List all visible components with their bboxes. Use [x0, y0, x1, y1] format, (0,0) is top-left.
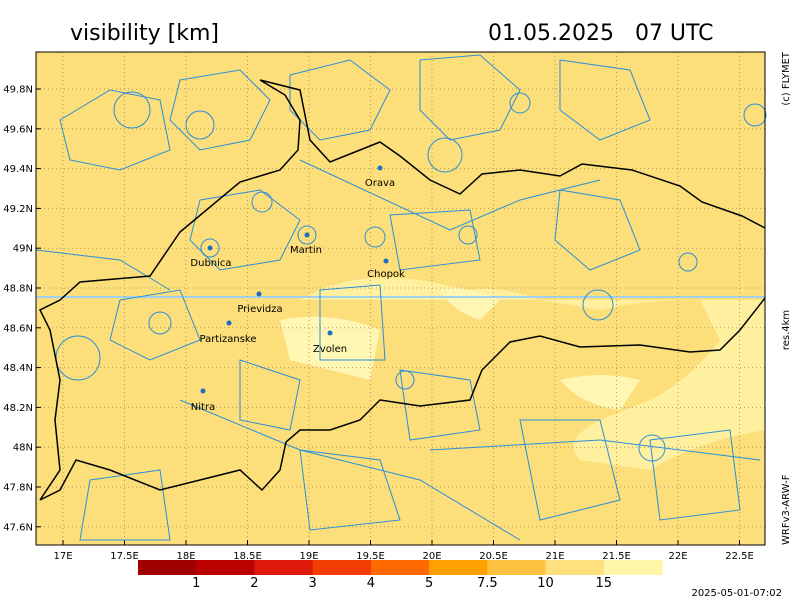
colorbar-label: 3	[309, 576, 317, 591]
lat-label: 49.4N	[3, 164, 33, 175]
lat-label: 48.8N	[3, 284, 33, 295]
city-label: Martin	[290, 245, 322, 256]
city-marker	[383, 258, 389, 264]
lon-label: 22E	[668, 551, 687, 562]
model: WRFv3-ARW-F	[781, 474, 792, 545]
lon-label: 21E	[545, 551, 564, 562]
map-frame	[35, 51, 766, 546]
lat-label: 49N	[13, 244, 33, 255]
grid	[36, 52, 765, 545]
date: 01.05.2025 07 UTC	[488, 21, 714, 46]
lon-label: 19.5E	[356, 551, 385, 562]
city-label: Zvolen	[313, 344, 347, 355]
colorbar-swatch	[370, 560, 430, 575]
colorbar-label: 5	[425, 576, 433, 591]
lat-label: 47.6N	[3, 522, 33, 533]
timestamp: 2025-05-01-07:02	[691, 588, 782, 599]
colorbar-swatch	[545, 560, 605, 575]
lon-label: 18.5E	[233, 551, 262, 562]
city-marker	[304, 232, 310, 238]
lat-label: 47.8N	[3, 483, 33, 494]
city-marker	[207, 245, 213, 251]
map-area: Orava Martin Dubnica Chopok Prievidza Partiza…	[35, 51, 767, 546]
lat-label: 49.8N	[3, 85, 33, 96]
country-border	[38, 79, 766, 501]
lon-label: 22.5E	[725, 551, 754, 562]
colorbar-swatch	[487, 560, 547, 575]
district-lines	[35, 54, 767, 541]
lat-label: 49.6N	[3, 124, 33, 135]
city-label: Prievidza	[237, 304, 282, 315]
city-label: Orava	[365, 178, 395, 189]
colorbar-label: 1	[192, 576, 200, 591]
colorbar-label: 15	[596, 576, 613, 591]
city-label: Chopok	[367, 269, 405, 280]
lon-label: 17E	[53, 551, 72, 562]
city-marker	[226, 320, 232, 326]
colorbar-swatch	[254, 560, 314, 575]
colorbar-swatch	[138, 560, 197, 575]
lighter-area	[300, 277, 765, 470]
city-marker	[256, 291, 262, 297]
lat-label: 48.4N	[3, 363, 33, 374]
colorbar-label: 4	[367, 576, 375, 591]
city-label: Partizanske	[199, 334, 256, 345]
lat-label: 49.2N	[3, 204, 33, 215]
resolution: res.4km	[781, 310, 792, 350]
city-marker	[377, 165, 383, 171]
colorbar-swatch	[429, 560, 488, 575]
lon-label: 20.5E	[479, 551, 508, 562]
cities: Orava Martin Dubnica Chopok Prievidza Partiza…	[190, 165, 405, 413]
colorbar-swatch	[603, 560, 663, 575]
city-marker	[200, 388, 206, 394]
city-label: Nitra	[191, 402, 215, 413]
lat-label: 48.6N	[3, 323, 33, 334]
colorbar: 1 2 3 4 5 7.5 10 15	[138, 560, 663, 591]
lon-label: 20E	[422, 551, 441, 562]
lighter-area	[280, 288, 640, 410]
city-label: Dubnica	[190, 258, 231, 269]
lon-label: 19E	[299, 551, 318, 562]
colorbar-label: 10	[537, 576, 554, 591]
colorbar-swatch	[312, 560, 372, 575]
lon-label: 17.5E	[110, 551, 139, 562]
title: visibility [km]	[70, 21, 219, 46]
lon-label: 18E	[176, 551, 195, 562]
lat-label: 48.2N	[3, 403, 33, 414]
credit: (c) FLYMET	[781, 51, 792, 106]
colorbar-label: 2	[250, 576, 258, 591]
colorbar-label: 7.5	[477, 576, 498, 591]
lat-label: 48N	[13, 443, 33, 454]
city-marker	[327, 330, 333, 336]
colorbar-swatch	[196, 560, 255, 575]
lon-label: 21.5E	[602, 551, 631, 562]
